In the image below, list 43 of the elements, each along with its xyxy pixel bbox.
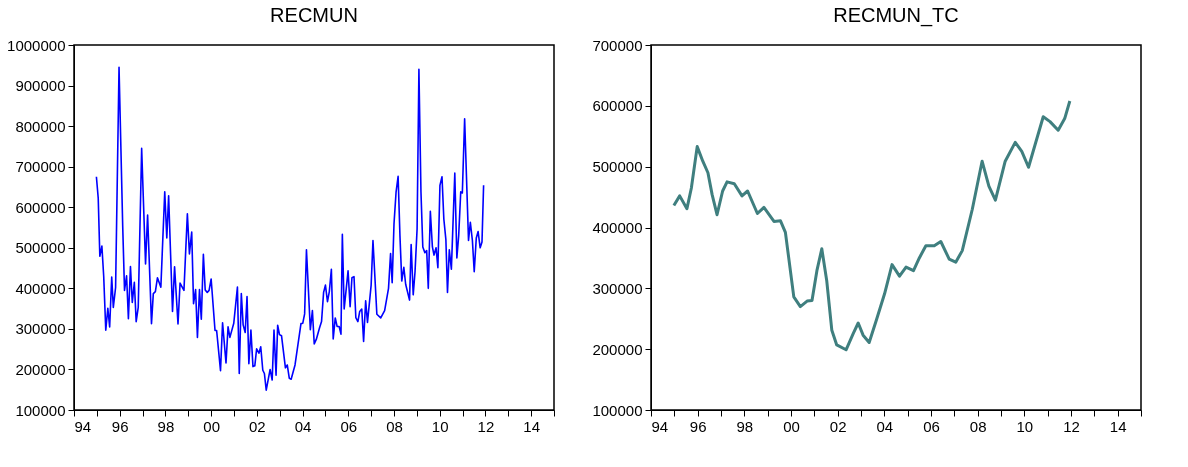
x-tick-label: 08: [386, 417, 403, 435]
x-tick-label: 02: [249, 417, 266, 435]
chart-title: RECMUN_TC: [833, 4, 959, 27]
x-tick-label: 02: [829, 417, 847, 435]
x-tick-label: 04: [294, 417, 312, 435]
x-tick-label: 00: [203, 417, 220, 435]
y-tick-label: 400000: [15, 279, 66, 297]
y-tick-label: 1000000: [7, 36, 66, 54]
y-tick-label: 500000: [592, 158, 643, 176]
x-tick-label: 98: [157, 417, 175, 435]
y-tick-label: 200000: [15, 360, 66, 378]
y-tick-label: 700000: [592, 36, 643, 54]
x-tick-label: 10: [431, 417, 449, 435]
x-tick-label: 00: [783, 417, 800, 435]
x-tick-label: 14: [1109, 417, 1127, 435]
y-tick-label: 600000: [15, 198, 66, 216]
x-tick-label: 04: [876, 417, 894, 435]
x-tick-label: 08: [969, 417, 987, 435]
y-tick-label: 700000: [15, 158, 66, 176]
y-tick-label: 900000: [15, 77, 66, 95]
x-tick-label: 12: [477, 417, 495, 435]
x-tick-label: 96: [689, 417, 707, 435]
x-tick-label: 06: [340, 417, 358, 435]
y-tick-label: 300000: [15, 320, 66, 338]
line-series: [672, 99, 1072, 352]
x-tick-label: 94: [74, 417, 92, 435]
y-tick-label: 800000: [15, 117, 66, 135]
y-tick-label: 100000: [592, 401, 643, 419]
y-tick-label: 400000: [592, 219, 643, 236]
y-tick-label: 300000: [592, 279, 643, 297]
chart-title: RECMUN: [270, 4, 358, 26]
y-tick-label: 100000: [15, 401, 66, 419]
y-tick-label: 600000: [592, 97, 643, 115]
x-tick-label: 10: [1016, 417, 1034, 435]
y-tick-label: 200000: [592, 340, 643, 358]
line-series: [95, 66, 485, 391]
x-tick-label: 06: [923, 417, 940, 435]
x-tick-label: 94: [651, 417, 669, 435]
y-tick-label: 500000: [15, 239, 66, 257]
x-tick-label: 98: [736, 417, 754, 435]
x-tick-label: 14: [523, 417, 540, 435]
x-tick-label: 12: [1063, 417, 1080, 435]
x-tick-label: 96: [111, 417, 129, 435]
